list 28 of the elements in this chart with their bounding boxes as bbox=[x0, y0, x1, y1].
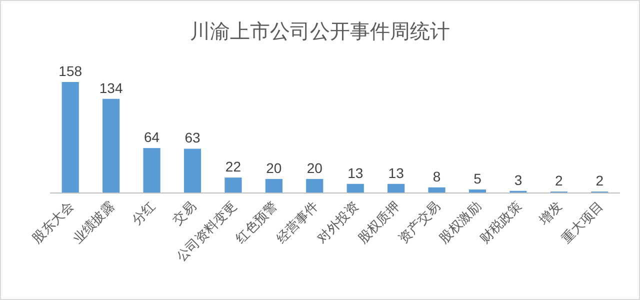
data-label: 64 bbox=[144, 129, 160, 146]
x-tick-label: 增发 bbox=[535, 198, 566, 228]
bar bbox=[184, 148, 202, 193]
bar bbox=[428, 187, 446, 193]
chart-title: 川渝上市公司公开事件周统计 bbox=[190, 21, 450, 43]
data-label: 134 bbox=[99, 80, 123, 96]
bar bbox=[265, 178, 282, 193]
data-label: 22 bbox=[225, 158, 242, 175]
bar bbox=[62, 82, 79, 193]
bar bbox=[306, 178, 324, 193]
data-label: 8 bbox=[432, 168, 441, 184]
x-tick-label: 分红 bbox=[128, 198, 158, 228]
bar bbox=[388, 184, 405, 193]
data-label: 13 bbox=[388, 164, 404, 181]
data-label: 63 bbox=[184, 130, 200, 146]
data-label: 20 bbox=[306, 160, 323, 176]
data-label: 2 bbox=[596, 172, 604, 189]
data-label: 3 bbox=[514, 172, 522, 188]
data-label: 20 bbox=[266, 160, 282, 176]
bar bbox=[143, 148, 160, 193]
data-label: 5 bbox=[474, 170, 482, 186]
data-label: 2 bbox=[555, 172, 564, 189]
bar bbox=[224, 178, 242, 193]
x-tick-label: 交易 bbox=[170, 198, 199, 228]
bar bbox=[102, 98, 120, 193]
data-label: 13 bbox=[348, 164, 364, 181]
bar bbox=[346, 184, 364, 193]
data-label: 158 bbox=[58, 63, 82, 79]
